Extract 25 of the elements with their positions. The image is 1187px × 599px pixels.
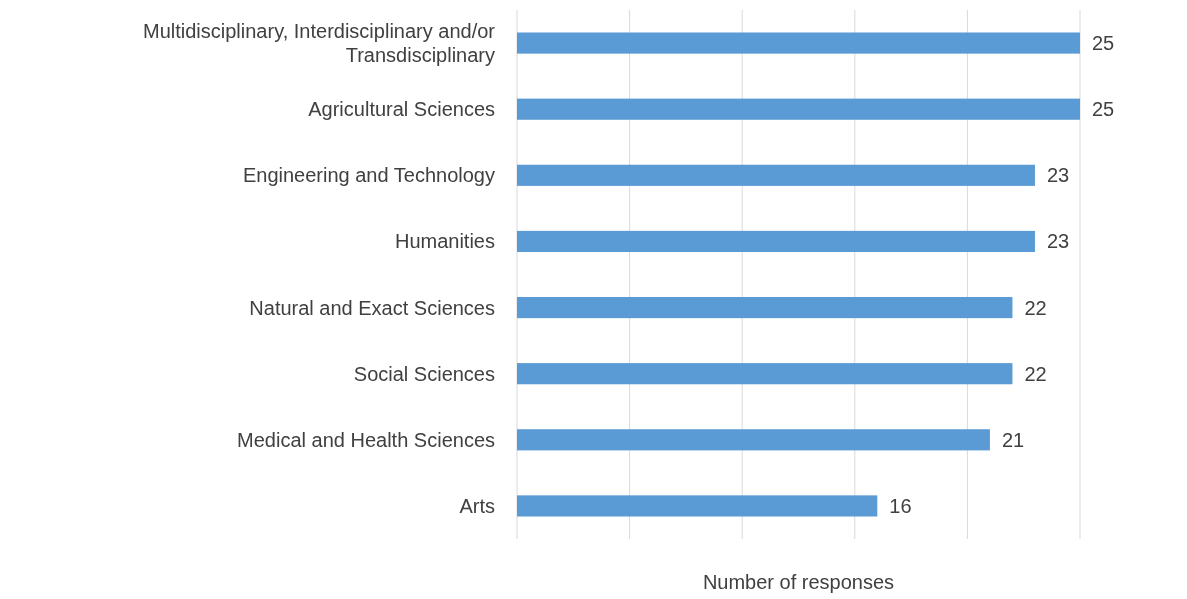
- bar: [517, 164, 1035, 186]
- data-label: 23: [1046, 164, 1070, 187]
- bar: [517, 495, 878, 517]
- y-tick-label: Engineering and Technology: [242, 164, 495, 187]
- y-tick-label: Arts: [459, 494, 495, 517]
- y-tick-label: Humanities: [394, 230, 495, 253]
- y-tick-label: Agricultural Sciences: [308, 98, 495, 121]
- data-label: 23: [1046, 230, 1070, 253]
- data-label: 22: [1024, 362, 1047, 385]
- y-tick-label: Medical and Health Sciences: [237, 428, 495, 451]
- x-axis-title: Number of responses: [702, 571, 895, 593]
- bar: [517, 429, 990, 451]
- bar: [517, 98, 1080, 120]
- bar: [517, 230, 1035, 253]
- y-tick-label: Social Sciences: [353, 362, 495, 385]
- bar: [517, 296, 1013, 319]
- y-tick-label: Multidisciplinary, Interdisciplinary and/or Transdisciplinary: [143, 20, 496, 67]
- data-label: 22: [1024, 296, 1047, 319]
- data-label: 21: [1001, 428, 1025, 451]
- bar: [517, 32, 1080, 54]
- data-label: 25: [1092, 98, 1115, 121]
- data-label: 16: [889, 494, 912, 517]
- bar: [517, 363, 1013, 385]
- y-tick-label: Natural and Exact Sciences: [249, 296, 495, 319]
- data-label: 25: [1092, 32, 1115, 55]
